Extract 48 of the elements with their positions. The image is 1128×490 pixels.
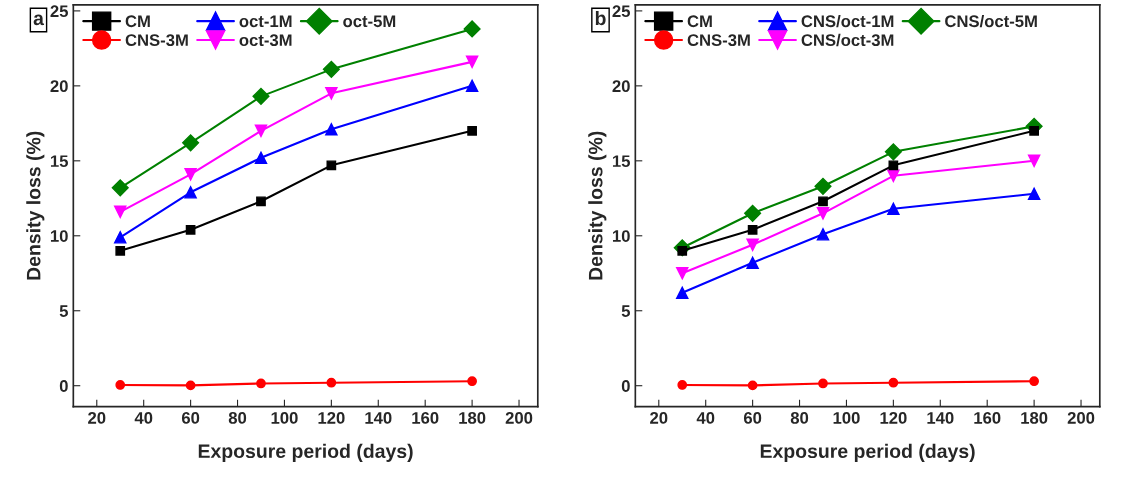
- legend-label: CM: [125, 15, 150, 28]
- y-tick-label: 0: [621, 380, 630, 392]
- y-tick-label: 25: [50, 5, 68, 18]
- y-tick-label: 20: [612, 80, 630, 93]
- y-tick-label: 20: [50, 80, 68, 93]
- legend-label: CNS-3M: [687, 34, 750, 47]
- y-tick-label: 10: [612, 230, 630, 242]
- x-tick-label: 80: [228, 412, 247, 424]
- y-tick-label: 0: [59, 380, 68, 392]
- x-tick-label: 40: [696, 412, 715, 424]
- text: a: [33, 14, 45, 26]
- y-axis-title: Density loss (%): [26, 131, 45, 280]
- x-tick-label: 200: [505, 412, 533, 424]
- x-tick-label: 100: [833, 412, 860, 424]
- x-tick-label: 180: [1021, 412, 1048, 424]
- y-tick-label: 5: [59, 305, 68, 317]
- x-axis-title: Exposure period (days): [198, 443, 413, 462]
- x-tick-label: 20: [650, 412, 668, 424]
- y-tick-label: 25: [612, 5, 631, 18]
- x-tick-label: 140: [365, 412, 392, 424]
- x-tick-label: 160: [412, 412, 439, 424]
- x-tick-label: 120: [318, 412, 345, 424]
- x-tick-label: 140: [927, 412, 954, 424]
- legend-label: CNS/oct-1M: [801, 14, 894, 28]
- legend-label: CNS-3M: [125, 34, 188, 47]
- y-tick-label: 10: [50, 230, 68, 242]
- legend-label: oct-5M: [343, 15, 396, 28]
- legend-label: oct-1M: [239, 15, 292, 28]
- x-tick-label: 60: [181, 412, 200, 424]
- y-tick-label: 15: [612, 155, 631, 168]
- x-axis-title: Exposure period (days): [760, 443, 975, 462]
- x-tick-label: 120: [880, 412, 907, 424]
- x-tick-label: 80: [790, 412, 809, 424]
- y-tick-label: 15: [50, 155, 68, 168]
- x-tick-label: 40: [134, 412, 153, 424]
- x-tick-label: 160: [974, 412, 1001, 424]
- x-tick-label: 180: [459, 412, 486, 424]
- legend-label: CNS/oct-3M: [801, 33, 894, 47]
- text: b: [595, 10, 606, 26]
- x-tick-label: 60: [743, 412, 762, 424]
- y-tick-label: 5: [621, 305, 630, 317]
- x-tick-label: 100: [271, 412, 298, 424]
- x-tick-label: 20: [88, 412, 106, 424]
- legend-label: CM: [687, 15, 712, 28]
- legend-label: CNS/oct-5M: [945, 14, 1037, 28]
- x-tick-label: 200: [1067, 412, 1095, 424]
- legend-label: oct-3M: [239, 34, 292, 47]
- y-axis-title: Density loss (%): [588, 131, 607, 280]
